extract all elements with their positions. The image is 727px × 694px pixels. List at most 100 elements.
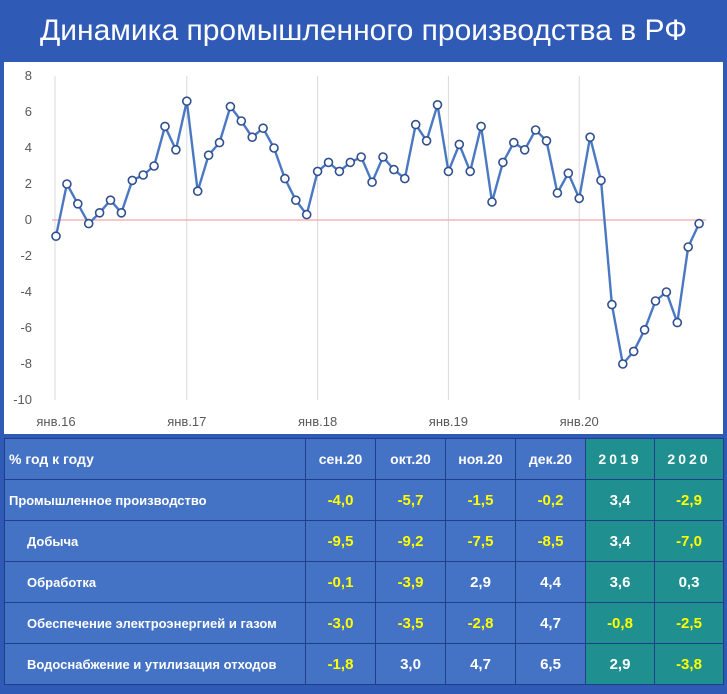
data-point — [73, 199, 83, 209]
table-row: Водоснабжение и утилизация отходов -1,8 3,… — [4, 643, 724, 685]
table-cell: -7,0 — [654, 520, 724, 562]
chart-grid — [54, 76, 580, 400]
data-point — [116, 208, 127, 218]
data-point — [51, 231, 61, 241]
table-row: Промышленное производство -4,0 -5,7 -1,5 -0,… — [4, 479, 724, 521]
table-cell: 4,7 — [445, 643, 516, 685]
table-cell: -2,9 — [654, 479, 724, 521]
data-point — [421, 136, 432, 146]
table-row: Добыча -9,5 -9,2 -7,5 -8,5 3,4 -7,0 — [4, 520, 724, 562]
table-cell: -8,5 — [515, 520, 586, 562]
data-point — [389, 164, 399, 175]
data-point — [465, 166, 476, 177]
series-line — [54, 100, 701, 366]
data-point — [639, 324, 650, 335]
data-point — [454, 139, 465, 150]
data-point — [138, 170, 148, 180]
data-point — [378, 152, 388, 162]
data-point — [247, 132, 257, 142]
data-point — [617, 359, 628, 369]
table-header-cell: 2020 — [654, 438, 724, 480]
table-header-row: % год к году сен.20 окт.20 ноя.20 дек.20… — [4, 438, 724, 480]
table-header-cell: 2019 — [585, 438, 655, 480]
data-point — [443, 166, 454, 177]
table-cell: 3,4 — [585, 479, 655, 521]
data-point — [508, 137, 519, 148]
table-header-cell: сен.20 — [305, 438, 376, 480]
x-tick-label: янв.16 — [36, 414, 75, 429]
table-cell: -9,2 — [375, 520, 446, 562]
y-tick-label: -10 — [13, 392, 32, 407]
table-cell: 4,7 — [515, 602, 586, 644]
table-cell: 3,0 — [375, 643, 446, 685]
y-axis: 8 6 4 2 0 -2 -4 -6 -8 -10 — [13, 68, 32, 407]
series-points-layer — [51, 96, 704, 369]
data-point — [225, 101, 236, 112]
table-cell: -2,5 — [654, 602, 724, 644]
data-point — [694, 218, 704, 229]
y-tick-label: 0 — [25, 212, 32, 227]
table-header-cell: дек.20 — [515, 438, 586, 480]
table-cell: -5,7 — [375, 479, 446, 521]
data-point — [563, 168, 574, 178]
data-point — [334, 166, 345, 177]
data-point — [290, 195, 301, 205]
row-label: Обеспечение электроэнергией и газом — [4, 602, 306, 644]
data-point — [280, 173, 290, 184]
y-tick-label: -6 — [20, 320, 32, 335]
data-point — [323, 157, 334, 168]
data-point — [83, 218, 94, 229]
data-point — [683, 242, 694, 252]
table-cell: -3,0 — [305, 602, 376, 644]
y-tick-label: 4 — [25, 140, 32, 155]
data-point — [476, 121, 486, 132]
row-label: Водоснабжение и утилизация отходов — [4, 643, 306, 685]
table-cell: -0,1 — [305, 561, 376, 603]
y-tick-label: -4 — [20, 284, 32, 299]
row-label: Обработка — [4, 561, 306, 603]
table-row: Обработка -0,1 -3,9 2,9 4,4 3,6 0,3 — [4, 561, 724, 603]
table-row: Обеспечение электроэнергией и газом -3,0-… — [4, 602, 724, 644]
data-table: % год к году сен.20 окт.20 ноя.20 дек.20… — [4, 438, 724, 685]
table-cell: -3,5 — [375, 602, 446, 644]
y-tick-label: 6 — [25, 104, 32, 119]
table-cell: 2,9 — [445, 561, 516, 603]
data-point — [399, 173, 410, 184]
data-point — [574, 193, 585, 204]
data-point — [487, 197, 497, 207]
table-cell: -1,8 — [305, 643, 376, 685]
table-cell: 2,9 — [585, 643, 655, 685]
data-point — [596, 175, 606, 186]
data-point — [312, 166, 323, 177]
chart-panel: 8 6 4 2 0 -2 -4 -6 -8 -10 янв.16 янв.17 янв.18 янв.1… — [4, 62, 723, 434]
table-cell: 0,3 — [654, 561, 724, 603]
data-point — [171, 145, 181, 155]
data-point — [530, 125, 541, 135]
data-point — [236, 116, 247, 126]
table-header-cell: ноя.20 — [445, 438, 516, 480]
data-point — [498, 157, 508, 168]
data-point — [519, 145, 530, 155]
data-point — [149, 161, 159, 171]
row-label: Промышленное производство — [4, 479, 306, 521]
data-point — [367, 177, 377, 187]
table-cell: 4,4 — [515, 561, 586, 603]
table-cell: -1,5 — [445, 479, 516, 521]
x-tick-label: янв.18 — [298, 414, 337, 429]
data-point — [541, 136, 552, 146]
data-point — [105, 195, 116, 205]
data-point — [650, 296, 661, 306]
table-cell: -2,8 — [445, 602, 516, 644]
data-point — [214, 137, 225, 148]
table-cell: -3,9 — [375, 561, 446, 603]
data-point — [258, 123, 268, 133]
data-point — [552, 188, 563, 198]
data-point — [585, 132, 595, 142]
data-point — [628, 346, 639, 357]
x-tick-label: янв.17 — [167, 414, 206, 429]
table-cell: -9,5 — [305, 520, 376, 562]
data-point — [62, 179, 72, 189]
data-point — [672, 317, 683, 328]
